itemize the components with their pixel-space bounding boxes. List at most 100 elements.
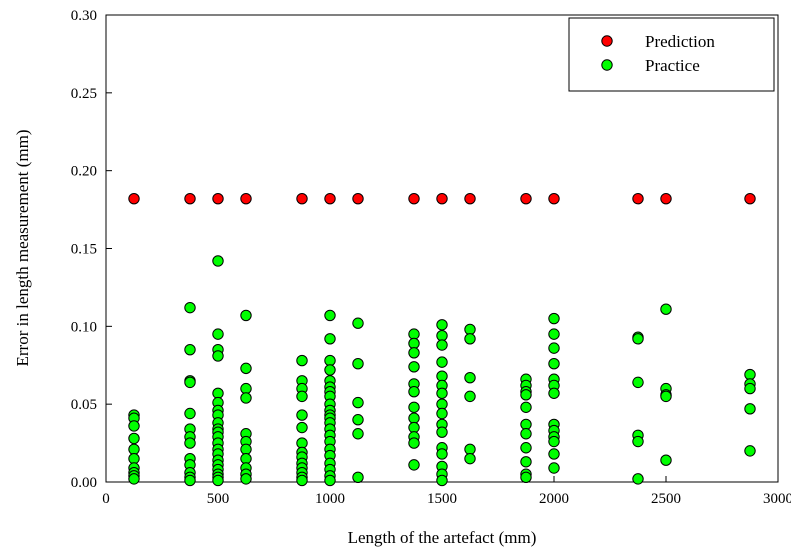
prediction-point <box>212 192 224 205</box>
practice-point <box>408 361 420 373</box>
x-tick-label: 1000 <box>315 491 345 507</box>
x-tick-label: 2000 <box>539 491 569 507</box>
practice-point <box>520 471 532 484</box>
practice-point <box>548 448 560 460</box>
prediction-point <box>184 192 196 205</box>
practice-point <box>184 407 196 420</box>
practice-point <box>128 452 140 465</box>
legend-marker-practice <box>601 59 613 71</box>
x-tick-label: 1500 <box>427 491 457 507</box>
practice-point <box>240 443 252 456</box>
practice-point <box>744 368 756 381</box>
practice-point <box>352 396 364 409</box>
practice-point <box>436 448 448 460</box>
practice-point <box>408 347 420 359</box>
practice-point <box>464 333 476 345</box>
practice-point <box>408 401 420 413</box>
practice-point <box>436 474 448 487</box>
practice-point <box>436 370 448 382</box>
practice-point <box>436 387 448 399</box>
series-prediction <box>128 192 756 205</box>
y-tick-label: 0.30 <box>71 8 97 24</box>
practice-point <box>212 255 224 267</box>
practice-point <box>436 319 448 331</box>
practice-point <box>520 418 532 431</box>
practice-point <box>408 386 420 398</box>
x-tick-label: 0 <box>102 491 110 507</box>
x-tick-label: 2500 <box>651 491 681 507</box>
y-tick-label: 0.25 <box>71 86 97 102</box>
practice-point <box>184 437 196 449</box>
practice-point <box>436 398 448 410</box>
practice-point <box>632 435 644 448</box>
legend-label-prediction: Prediction <box>645 32 715 51</box>
practice-point <box>324 354 336 367</box>
practice-point <box>464 452 476 465</box>
practice-point <box>632 376 644 389</box>
practice-point <box>436 339 448 351</box>
practice-point <box>240 473 252 485</box>
prediction-point <box>436 192 448 205</box>
practice-point <box>296 437 308 449</box>
practice-point <box>184 474 196 487</box>
practice-point <box>520 389 532 401</box>
practice-point <box>548 328 560 340</box>
practice-point <box>548 342 560 354</box>
practice-point <box>324 364 336 376</box>
practice-point <box>212 387 224 399</box>
practice-point <box>520 428 532 440</box>
practice-point <box>744 382 756 395</box>
practice-point <box>128 473 140 485</box>
practice-point <box>520 401 532 413</box>
practice-point <box>128 420 140 432</box>
practice-point <box>324 309 336 322</box>
legend: Prediction Practice <box>568 17 775 92</box>
y-tick-label: 0.10 <box>71 319 97 335</box>
practice-point <box>296 421 308 434</box>
prediction-point <box>548 192 560 205</box>
practice-point <box>352 428 364 440</box>
practice-point <box>464 323 476 336</box>
practice-point <box>744 403 756 415</box>
x-axis-label: Length of the artefact (mm) <box>348 528 537 547</box>
y-tick-label: 0.20 <box>71 164 97 180</box>
y-axis-label: Error in length measurement (mm) <box>13 130 32 367</box>
prediction-point <box>352 192 364 205</box>
practice-point <box>324 333 336 345</box>
practice-point <box>240 392 252 404</box>
prediction-point <box>464 192 476 205</box>
legend-box <box>568 17 775 92</box>
x-tick-label: 500 <box>207 491 230 507</box>
prediction-point <box>660 192 672 205</box>
practice-point <box>240 452 252 465</box>
practice-point <box>520 456 532 468</box>
practice-point <box>660 454 672 466</box>
practice-point <box>212 350 224 362</box>
practice-point <box>184 343 196 356</box>
practice-point <box>632 473 644 485</box>
practice-point <box>352 357 364 370</box>
practice-point <box>436 329 448 342</box>
practice-point <box>408 412 420 424</box>
y-tick-label: 0.15 <box>71 242 97 258</box>
series-practice <box>128 255 756 487</box>
practice-point <box>464 443 476 456</box>
practice-point <box>352 317 364 329</box>
practice-point <box>744 445 756 457</box>
x-tick-label: 3000 <box>763 491 791 507</box>
practice-point <box>352 414 364 426</box>
legend-label-practice: Practice <box>645 56 700 75</box>
practice-point <box>464 372 476 384</box>
prediction-point <box>296 192 308 205</box>
prediction-point <box>520 192 532 205</box>
y-tick-label: 0.05 <box>71 397 97 413</box>
prediction-point <box>324 192 336 205</box>
practice-point <box>548 312 560 325</box>
practice-point <box>660 390 672 403</box>
x-axis: 0 500 1000 1500 2000 2500 3000 <box>102 476 791 507</box>
practice-point <box>464 390 476 403</box>
prediction-point <box>128 192 140 205</box>
practice-point <box>436 356 448 368</box>
prediction-point <box>240 192 252 205</box>
